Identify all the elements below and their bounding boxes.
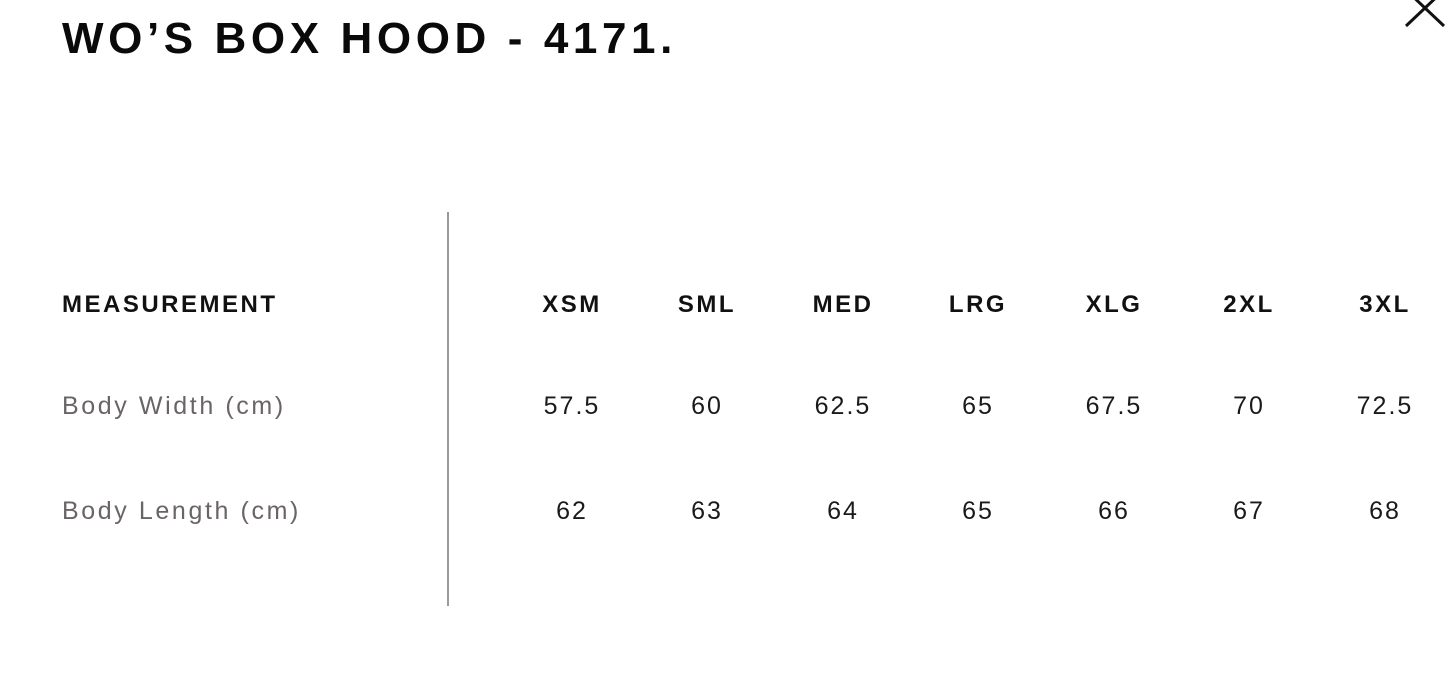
table-cell: 67.5 [1085, 392, 1143, 420]
table-cell: 60 [691, 392, 723, 420]
page-title: WO’S BOX HOOD - 4171. [62, 14, 677, 63]
column-divider [447, 212, 449, 606]
size-header-3xl: 3XL [1359, 291, 1411, 318]
size-header-sml: SML [677, 291, 737, 318]
size-header-xlg: XLG [1085, 291, 1143, 318]
measurement-header: MEASUREMENT [62, 291, 278, 318]
table-cell: 65 [962, 497, 994, 525]
row-label: Body Width (cm) [62, 392, 286, 420]
close-button[interactable] [1402, 0, 1445, 30]
table-cell: 72.5 [1356, 392, 1414, 420]
row-label: Body Length (cm) [62, 497, 301, 525]
size-header-med: MED [812, 291, 874, 318]
table-cell: 67 [1233, 497, 1265, 525]
size-header-2xl: 2XL [1223, 291, 1275, 318]
table-cell: 68 [1369, 497, 1401, 525]
table-cell: 62.5 [814, 392, 872, 420]
size-header-xsm: XSM [542, 291, 602, 318]
table-cell: 65 [962, 392, 994, 420]
table-cell: 63 [691, 497, 723, 525]
table-cell: 57.5 [543, 392, 601, 420]
table-cell: 66 [1098, 497, 1130, 525]
table-cell: 64 [827, 497, 859, 525]
close-icon [1404, 0, 1445, 28]
table-cell: 62 [556, 497, 588, 525]
table-cell: 70 [1233, 392, 1265, 420]
size-header-lrg: LRG [948, 291, 1008, 318]
